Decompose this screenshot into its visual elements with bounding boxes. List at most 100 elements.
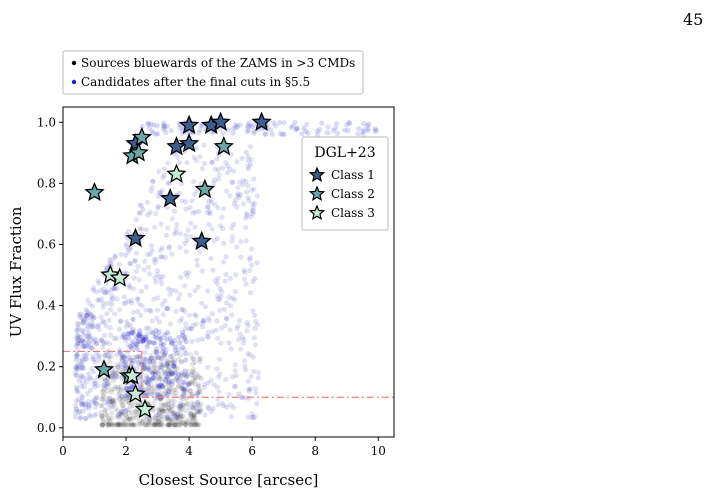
- cloud-point-1370: [248, 373, 254, 380]
- cloud-point-474: [109, 422, 115, 428]
- cloud-point-868: [243, 281, 249, 287]
- cloud-point-877: [169, 371, 175, 377]
- cloud-point-274: [126, 363, 133, 369]
- cloud-point-306: [161, 408, 167, 414]
- star-legend-marker-class2: [308, 185, 326, 201]
- cloud-point-194: [99, 416, 106, 422]
- star-legend-label-class3: Class 3: [331, 206, 375, 220]
- cloud-point-245: [137, 422, 143, 428]
- cloud-point-780: [163, 347, 169, 353]
- cloud-point-1356: [243, 178, 249, 185]
- cloud-point-617: [76, 410, 82, 416]
- cloud-point-1235: [201, 384, 207, 391]
- cloud-point-1607: [144, 344, 150, 350]
- cloud-point-1099: [200, 318, 206, 324]
- cloud-point-1378: [109, 257, 115, 263]
- cloud-point-670: [182, 283, 188, 289]
- cloud-point-1022: [246, 395, 252, 401]
- cloud-point-296: [198, 355, 204, 361]
- cloud-point-350: [98, 403, 104, 409]
- cloud-point-1007: [83, 401, 89, 407]
- cloud-point-1069: [160, 413, 166, 420]
- cloud-point-582: [102, 353, 108, 359]
- cloud-point-1543: [128, 384, 134, 390]
- cloud-point-379: [100, 393, 106, 400]
- cloud-point-1649: [151, 375, 157, 381]
- cloud-point-195: [129, 409, 135, 415]
- cloud-point-265: [116, 395, 122, 401]
- cloud-point-1549: [161, 341, 167, 347]
- cloud-point-763: [251, 176, 257, 182]
- cloud-point-1038: [105, 353, 111, 359]
- cloud-point-1516: [198, 122, 204, 128]
- cloud-point-1541: [135, 339, 141, 345]
- cloud-point-1576: [121, 353, 127, 359]
- cloud-point-214: [179, 402, 185, 408]
- cloud-point-1546: [164, 358, 170, 364]
- cloud-point-956: [137, 202, 143, 208]
- cloud-point-982: [133, 268, 140, 274]
- cloud-point-197: [106, 422, 112, 428]
- cloud-point-721: [184, 237, 190, 243]
- cloud-point-409: [145, 422, 151, 428]
- cloud-point-733: [208, 197, 214, 203]
- y-tick-label-5: 1.0: [37, 115, 56, 129]
- cloud-point-1217: [106, 381, 112, 387]
- cloud-point-682: [209, 226, 215, 232]
- cloud-point-1147: [133, 344, 139, 350]
- cloud-point-619: [89, 346, 95, 352]
- cloud-point-1109: [98, 337, 104, 343]
- x-tick-label-3: 6: [248, 444, 256, 458]
- cloud-point-499: [155, 419, 162, 425]
- cloud-point-671: [253, 318, 259, 324]
- cloud-point-1327: [254, 401, 260, 407]
- cloud-point-478: [160, 402, 166, 408]
- cloud-point-1460: [325, 124, 331, 130]
- cloud-point-1375: [95, 278, 101, 284]
- cloud-point-584: [199, 336, 205, 342]
- cloud-point-288: [131, 422, 137, 428]
- cloud-point-661: [181, 386, 187, 392]
- cloud-point-1664: [168, 353, 174, 359]
- y-tick-label-2: 0.4: [37, 299, 56, 313]
- cloud-point-1304: [228, 151, 234, 157]
- cloud-point-647: [155, 193, 161, 199]
- cloud-point-1542: [172, 369, 178, 375]
- cloud-point-476: [117, 390, 123, 396]
- cloud-point-693: [187, 411, 194, 417]
- cloud-point-689: [143, 284, 149, 290]
- cloud-point-1365: [153, 354, 159, 360]
- cloud-point-976: [90, 353, 96, 359]
- cloud-point-504: [177, 405, 183, 411]
- cloud-point-769: [103, 407, 109, 413]
- cloud-point-545: [135, 263, 141, 269]
- cloud-point-705: [254, 260, 260, 266]
- cloud-point-234: [168, 360, 174, 366]
- cloud-point-519: [165, 417, 171, 423]
- cloud-point-494: [163, 378, 169, 384]
- cloud-point-737: [109, 301, 115, 307]
- cloud-point-916: [153, 279, 159, 285]
- cloud-point-407: [153, 416, 159, 422]
- cloud-point-181: [164, 422, 171, 428]
- cloud-point-1270: [78, 375, 84, 381]
- cloud-point-400: [190, 416, 196, 422]
- cloud-point-292: [148, 353, 154, 359]
- x-tick-label-4: 8: [311, 444, 319, 458]
- cloud-point-1493: [365, 126, 371, 132]
- cloud-point-1012: [89, 337, 95, 343]
- cloud-point-1180: [152, 224, 158, 230]
- cloud-point-1519: [151, 122, 157, 128]
- cloud-point-614: [234, 204, 240, 210]
- cloud-point-190: [118, 384, 124, 390]
- cloud-point-662: [186, 325, 192, 331]
- cloud-point-1567: [184, 372, 190, 378]
- y-axis: 0.00.20.40.60.81.0: [37, 115, 63, 435]
- plot-area: [62, 106, 395, 438]
- cloud-point-992: [159, 254, 165, 260]
- cloud-point-480: [104, 388, 110, 394]
- cloud-point-996: [202, 304, 209, 310]
- cloud-point-595: [173, 415, 179, 421]
- cloud-point-766: [134, 338, 140, 344]
